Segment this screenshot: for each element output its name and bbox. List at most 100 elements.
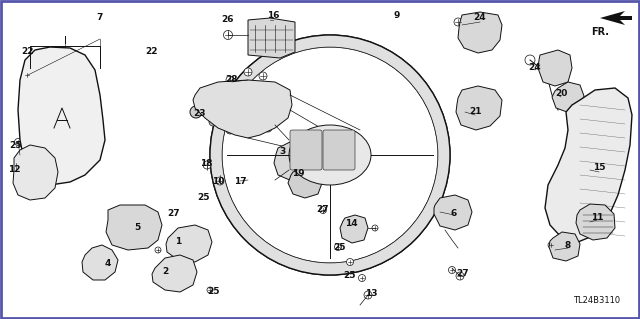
Circle shape (131, 229, 139, 237)
Circle shape (209, 118, 217, 126)
Polygon shape (549, 232, 580, 261)
Circle shape (146, 230, 154, 238)
FancyBboxPatch shape (323, 130, 355, 170)
Circle shape (259, 72, 267, 80)
Circle shape (364, 291, 372, 299)
Circle shape (131, 214, 139, 222)
Text: 5: 5 (134, 224, 140, 233)
Circle shape (468, 118, 476, 125)
Circle shape (493, 101, 500, 108)
Circle shape (339, 136, 347, 144)
Text: 22: 22 (146, 48, 158, 56)
Polygon shape (193, 80, 292, 138)
Circle shape (284, 151, 292, 159)
Text: 7: 7 (97, 13, 103, 23)
Circle shape (339, 151, 347, 159)
Text: 27: 27 (168, 210, 180, 219)
Text: 25: 25 (344, 271, 356, 279)
Polygon shape (552, 82, 584, 112)
Circle shape (206, 93, 214, 101)
Circle shape (155, 247, 161, 253)
Circle shape (269, 89, 277, 97)
Polygon shape (210, 35, 450, 275)
Circle shape (199, 106, 207, 114)
Circle shape (226, 76, 234, 84)
Circle shape (297, 176, 313, 192)
Text: 19: 19 (292, 169, 304, 179)
Circle shape (467, 21, 474, 28)
Circle shape (495, 25, 502, 32)
Text: 26: 26 (221, 16, 233, 25)
Text: 10: 10 (212, 176, 224, 186)
Circle shape (264, 124, 272, 132)
Text: 21: 21 (468, 108, 481, 116)
Circle shape (358, 275, 365, 281)
Circle shape (226, 126, 234, 134)
Circle shape (327, 151, 335, 159)
Circle shape (335, 243, 342, 250)
Circle shape (346, 258, 353, 265)
Text: 15: 15 (593, 164, 605, 173)
Circle shape (203, 161, 211, 169)
Text: 27: 27 (457, 270, 469, 278)
Text: 6: 6 (451, 209, 457, 218)
Circle shape (372, 225, 378, 231)
Text: 22: 22 (22, 48, 35, 56)
Circle shape (306, 151, 314, 159)
Text: 11: 11 (591, 213, 604, 222)
Circle shape (244, 84, 252, 92)
Circle shape (327, 136, 335, 144)
Circle shape (463, 212, 469, 218)
Circle shape (40, 96, 84, 140)
Text: 14: 14 (345, 219, 357, 228)
Circle shape (236, 83, 244, 91)
Circle shape (244, 68, 252, 76)
Text: 9: 9 (394, 11, 400, 19)
Text: 8: 8 (565, 241, 571, 249)
Text: 2: 2 (162, 268, 168, 277)
Circle shape (294, 136, 302, 144)
Circle shape (488, 36, 495, 43)
Polygon shape (340, 215, 368, 243)
Text: 4: 4 (105, 258, 111, 268)
Polygon shape (288, 168, 322, 198)
Polygon shape (538, 50, 572, 86)
Polygon shape (166, 225, 212, 262)
Circle shape (548, 242, 554, 248)
Polygon shape (458, 12, 502, 53)
Circle shape (254, 83, 262, 91)
Text: 3: 3 (280, 147, 286, 157)
Text: 13: 13 (365, 288, 377, 298)
Circle shape (488, 115, 495, 122)
Circle shape (481, 19, 488, 26)
Circle shape (24, 72, 30, 78)
Circle shape (442, 204, 448, 210)
Polygon shape (152, 255, 197, 292)
Polygon shape (545, 88, 632, 242)
Text: TL24B3110: TL24B3110 (573, 296, 620, 305)
Circle shape (24, 152, 30, 158)
Ellipse shape (289, 125, 371, 185)
Text: 18: 18 (200, 159, 212, 167)
Text: 25: 25 (207, 287, 220, 296)
Polygon shape (248, 18, 295, 58)
Text: 25: 25 (196, 194, 209, 203)
Circle shape (294, 151, 302, 159)
Circle shape (116, 230, 124, 238)
Circle shape (196, 96, 204, 104)
Circle shape (301, 163, 309, 171)
FancyBboxPatch shape (290, 130, 322, 170)
Circle shape (216, 177, 224, 185)
Polygon shape (434, 195, 472, 230)
Text: 17: 17 (234, 176, 246, 186)
Polygon shape (82, 245, 118, 280)
Circle shape (221, 86, 229, 94)
Circle shape (279, 101, 287, 109)
Polygon shape (576, 204, 615, 240)
Circle shape (455, 219, 461, 225)
Circle shape (210, 35, 450, 275)
Circle shape (190, 106, 202, 118)
Text: 20: 20 (555, 88, 567, 98)
Circle shape (479, 97, 486, 103)
Text: 24: 24 (474, 13, 486, 23)
